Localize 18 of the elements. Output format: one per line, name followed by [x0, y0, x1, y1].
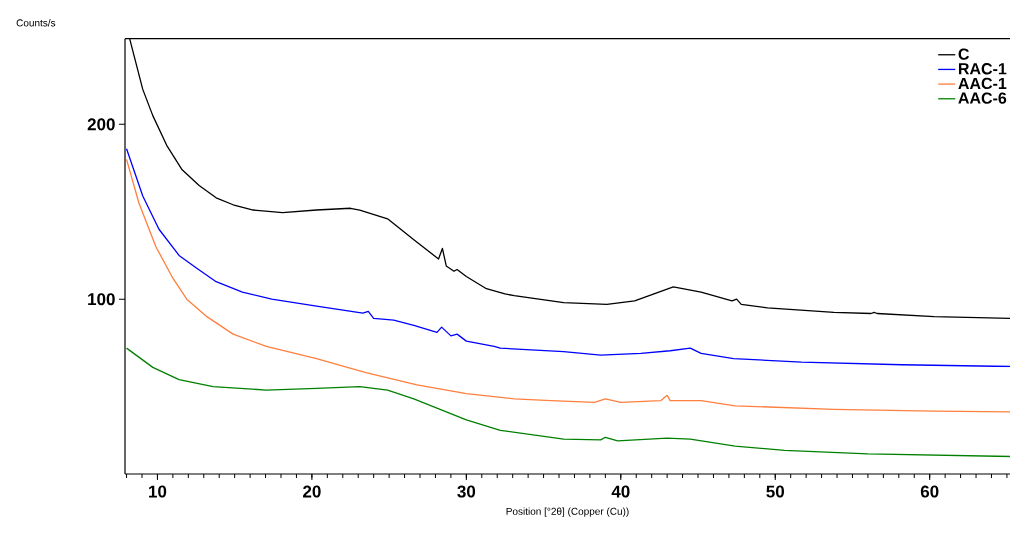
- x-tick-label: 60: [920, 485, 939, 498]
- x-tick-label: 50: [766, 485, 784, 498]
- x-tick-label: 40: [611, 485, 630, 498]
- x-axis-title: Position [°2θ] (Copper (Cu)): [506, 507, 629, 517]
- legend-label: RAC-1: [958, 63, 1007, 75]
- x-tick-label: 30: [457, 485, 476, 498]
- y-tick-label: 100: [88, 293, 115, 306]
- legend-label: AAC-6: [958, 92, 1007, 104]
- line-series: [125, 158, 1011, 413]
- y-tick-label: 200: [87, 118, 115, 131]
- line-series: [128, 38, 1011, 320]
- y-axis-title: Counts/s: [16, 19, 56, 27]
- line-series: [125, 148, 1011, 368]
- legend-label: C: [958, 48, 970, 60]
- x-tick-label: 10: [149, 485, 167, 498]
- line-series: [125, 347, 1011, 458]
- legend-label: AAC-1: [958, 77, 1007, 90]
- x-tick-label: 20: [303, 485, 321, 498]
